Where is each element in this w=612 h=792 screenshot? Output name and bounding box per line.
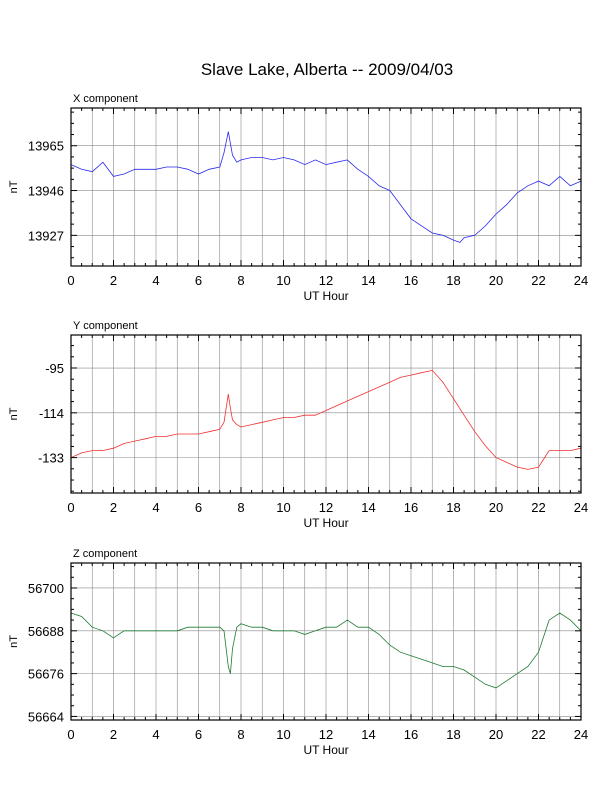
x-tick-label: 20 — [489, 500, 503, 515]
x-tick-label: 14 — [361, 727, 375, 742]
x-tick-label: 4 — [152, 500, 159, 515]
panel-label: X component — [73, 93, 138, 105]
x-tick-label: 20 — [489, 727, 503, 742]
x-axis-title: UT Hour — [303, 289, 348, 303]
x-tick-label: 22 — [531, 500, 545, 515]
x-axis-title: UT Hour — [303, 743, 348, 757]
x-tick-label: 12 — [319, 273, 333, 288]
y-axis-title: nT — [8, 180, 20, 193]
x-tick-label: 4 — [152, 273, 159, 288]
x-tick-label: 2 — [110, 273, 117, 288]
y-tick-label: 13965 — [28, 139, 64, 154]
x-tick-label: 24 — [574, 500, 588, 515]
series-line — [70, 369, 582, 470]
x-tick-label: 8 — [237, 727, 244, 742]
x-tick-label: 0 — [67, 727, 74, 742]
y-tick-label: 56664 — [28, 709, 64, 724]
x-tick-label: 6 — [195, 500, 202, 515]
x-tick-label: 6 — [195, 727, 202, 742]
x-tick-label: 16 — [404, 500, 418, 515]
x-tick-label: 10 — [276, 273, 290, 288]
y-tick-label: -95 — [45, 361, 64, 376]
x-tick-label: 10 — [276, 500, 290, 515]
y-tick-label: -133 — [38, 451, 64, 466]
x-tick-label: 24 — [574, 727, 588, 742]
x-tick-label: 16 — [404, 727, 418, 742]
x-tick-label: 8 — [237, 273, 244, 288]
y-tick-label: 13946 — [28, 184, 64, 199]
x-tick-label: 22 — [531, 727, 545, 742]
x-tick-label: 2 — [110, 727, 117, 742]
y-tick-label: 56700 — [28, 581, 64, 596]
y-axis-title: nT — [8, 635, 20, 648]
y-tick-label: -114 — [39, 406, 64, 421]
y-tick-label: 13927 — [28, 228, 64, 243]
y-axis-title: nT — [8, 407, 20, 420]
x-tick-label: 20 — [489, 273, 503, 288]
x-tick-label: 8 — [237, 500, 244, 515]
x-tick-label: 12 — [319, 727, 333, 742]
x-tick-label: 4 — [152, 727, 159, 742]
series-line — [70, 612, 582, 689]
x-tick-label: 0 — [67, 500, 74, 515]
panel-label: Z component — [73, 548, 137, 560]
x-tick-label: 2 — [110, 500, 117, 515]
x-tick-label: 0 — [67, 273, 74, 288]
x-tick-label: 24 — [574, 273, 588, 288]
x-tick-label: 10 — [276, 727, 290, 742]
chart-title: Slave Lake, Alberta -- 2009/04/03 — [201, 60, 453, 79]
x-tick-label: 16 — [404, 273, 418, 288]
x-tick-label: 18 — [446, 500, 460, 515]
x-tick-label: 18 — [446, 273, 460, 288]
y-tick-label: 56688 — [28, 624, 64, 639]
x-tick-label: 18 — [446, 727, 460, 742]
y-tick-label: 56676 — [28, 667, 64, 682]
x-tick-label: 6 — [195, 273, 202, 288]
x-tick-label: 14 — [361, 500, 375, 515]
panel-label: Y component — [73, 320, 138, 332]
x-tick-label: 22 — [531, 273, 545, 288]
x-axis-title: UT Hour — [303, 516, 348, 530]
series-line — [70, 131, 582, 243]
panel-3: 0 2 4 6 8 10 12 14 16 18 20 22 245670056688566765666… — [8, 548, 588, 757]
x-tick-label: 14 — [361, 273, 375, 288]
x-tick-label: 12 — [319, 500, 333, 515]
